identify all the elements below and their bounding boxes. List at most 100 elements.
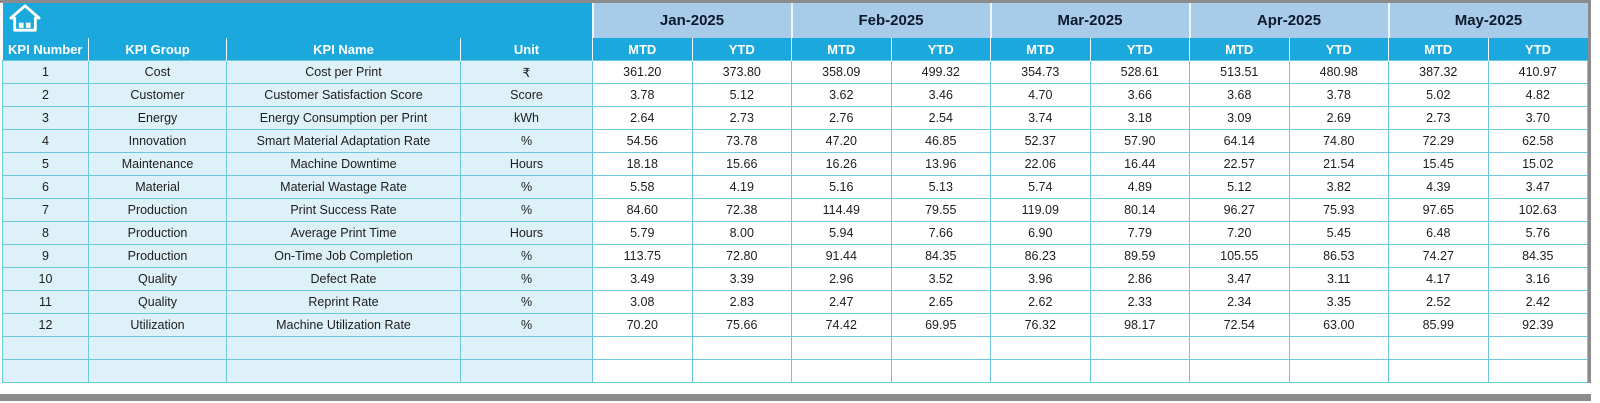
cell-value[interactable]: 72.38	[691, 198, 792, 222]
cell-value[interactable]: 6.90	[990, 221, 1091, 245]
month-header-apr[interactable]: Apr-2025	[1188, 3, 1389, 38]
cell-kpi-group[interactable]: Production	[88, 244, 227, 268]
cell-value[interactable]: 91.44	[791, 244, 892, 268]
cell-value[interactable]: 52.37	[990, 129, 1091, 153]
cell-unit[interactable]: ₹	[460, 60, 593, 84]
cell-value[interactable]: 2.33	[1089, 290, 1190, 314]
cell-kpi-group[interactable]: Material	[88, 175, 227, 199]
cell-value[interactable]: 6.48	[1388, 221, 1489, 245]
cell-value[interactable]: 97.65	[1388, 198, 1489, 222]
cell-value[interactable]: 13.96	[890, 152, 991, 176]
cell-value[interactable]: 361.20	[592, 60, 693, 84]
empty-cell[interactable]	[88, 336, 227, 360]
cell-kpi-name[interactable]: Reprint Rate	[226, 290, 461, 314]
cell-value[interactable]: 72.80	[691, 244, 792, 268]
cell-value[interactable]: 4.19	[691, 175, 792, 199]
cell-value[interactable]: 499.32	[890, 60, 991, 84]
cell-value[interactable]: 57.90	[1089, 129, 1190, 153]
cell-value[interactable]: 2.76	[791, 106, 892, 130]
empty-cell[interactable]	[226, 336, 461, 360]
cell-unit[interactable]: %	[460, 129, 593, 153]
empty-cell[interactable]	[791, 359, 892, 383]
month-header-jan[interactable]: Jan-2025	[591, 3, 792, 38]
empty-cell[interactable]	[460, 336, 593, 360]
cell-value[interactable]: 5.58	[592, 175, 693, 199]
cell-kpi-name[interactable]: Cost per Print	[226, 60, 461, 84]
cell-value[interactable]: 2.64	[592, 106, 693, 130]
cell-value[interactable]: 96.27	[1189, 198, 1290, 222]
cell-value[interactable]: 513.51	[1189, 60, 1290, 84]
cell-value[interactable]: 21.54	[1288, 152, 1389, 176]
cell-value[interactable]: 358.09	[791, 60, 892, 84]
cell-kpi-name[interactable]: Smart Material Adaptation Rate	[226, 129, 461, 153]
col-header-ytd-may[interactable]: YTD	[1487, 38, 1588, 61]
empty-cell[interactable]	[592, 336, 693, 360]
cell-value[interactable]: 2.62	[990, 290, 1091, 314]
empty-cell[interactable]	[1487, 359, 1588, 383]
cell-value[interactable]: 410.97	[1487, 60, 1588, 84]
cell-value[interactable]: 16.26	[791, 152, 892, 176]
cell-value[interactable]: 3.47	[1487, 175, 1588, 199]
home-icon[interactable]	[8, 3, 42, 33]
cell-kpi-name[interactable]: Energy Consumption per Print	[226, 106, 461, 130]
cell-unit[interactable]: %	[460, 175, 593, 199]
cell-value[interactable]: 3.74	[990, 106, 1091, 130]
cell-kpi-number[interactable]: 11	[2, 290, 89, 314]
empty-cell[interactable]	[691, 359, 792, 383]
cell-value[interactable]: 3.47	[1189, 267, 1290, 291]
empty-cell[interactable]	[1487, 336, 1588, 360]
cell-value[interactable]: 8.00	[691, 221, 792, 245]
cell-value[interactable]: 4.89	[1089, 175, 1190, 199]
cell-value[interactable]: 2.73	[1388, 106, 1489, 130]
cell-value[interactable]: 63.00	[1288, 313, 1389, 337]
cell-value[interactable]: 15.66	[691, 152, 792, 176]
cell-value[interactable]: 2.52	[1388, 290, 1489, 314]
empty-cell[interactable]	[226, 359, 461, 383]
cell-value[interactable]: 5.13	[890, 175, 991, 199]
cell-value[interactable]: 2.73	[691, 106, 792, 130]
cell-kpi-group[interactable]: Customer	[88, 83, 227, 107]
cell-value[interactable]: 354.73	[990, 60, 1091, 84]
cell-value[interactable]: 22.57	[1189, 152, 1290, 176]
cell-value[interactable]: 5.76	[1487, 221, 1588, 245]
empty-cell[interactable]	[990, 336, 1091, 360]
cell-value[interactable]: 46.85	[890, 129, 991, 153]
cell-value[interactable]: 3.35	[1288, 290, 1389, 314]
cell-value[interactable]: 69.95	[890, 313, 991, 337]
cell-value[interactable]: 387.32	[1388, 60, 1489, 84]
empty-cell[interactable]	[791, 336, 892, 360]
cell-value[interactable]: 7.20	[1189, 221, 1290, 245]
cell-value[interactable]: 2.42	[1487, 290, 1588, 314]
cell-value[interactable]: 4.70	[990, 83, 1091, 107]
cell-unit[interactable]: Score	[460, 83, 593, 107]
cell-kpi-name[interactable]: Machine Downtime	[226, 152, 461, 176]
cell-value[interactable]: 3.18	[1089, 106, 1190, 130]
cell-kpi-name[interactable]: Average Print Time	[226, 221, 461, 245]
col-header-unit[interactable]: Unit	[460, 38, 593, 61]
cell-value[interactable]: 5.02	[1388, 83, 1489, 107]
col-header-ytd-apr[interactable]: YTD	[1288, 38, 1389, 61]
cell-value[interactable]: 47.20	[791, 129, 892, 153]
cell-kpi-group[interactable]: Quality	[88, 290, 227, 314]
cell-value[interactable]: 2.65	[890, 290, 991, 314]
cell-value[interactable]: 74.80	[1288, 129, 1389, 153]
cell-value[interactable]: 4.17	[1388, 267, 1489, 291]
cell-value[interactable]: 54.56	[592, 129, 693, 153]
cell-kpi-name[interactable]: Material Wastage Rate	[226, 175, 461, 199]
cell-value[interactable]: 3.62	[791, 83, 892, 107]
cell-kpi-group[interactable]: Production	[88, 221, 227, 245]
col-header-ytd-jan[interactable]: YTD	[691, 38, 792, 61]
cell-value[interactable]: 2.96	[791, 267, 892, 291]
empty-cell[interactable]	[1189, 336, 1290, 360]
cell-value[interactable]: 64.14	[1189, 129, 1290, 153]
cell-value[interactable]: 3.82	[1288, 175, 1389, 199]
cell-kpi-group[interactable]: Production	[88, 198, 227, 222]
cell-value[interactable]: 4.82	[1487, 83, 1588, 107]
cell-value[interactable]: 3.66	[1089, 83, 1190, 107]
empty-cell[interactable]	[2, 359, 89, 383]
cell-value[interactable]: 18.18	[592, 152, 693, 176]
cell-unit[interactable]: kWh	[460, 106, 593, 130]
col-header-kpi-number[interactable]: KPI Number	[2, 38, 89, 61]
cell-value[interactable]: 73.78	[691, 129, 792, 153]
cell-kpi-number[interactable]: 2	[2, 83, 89, 107]
